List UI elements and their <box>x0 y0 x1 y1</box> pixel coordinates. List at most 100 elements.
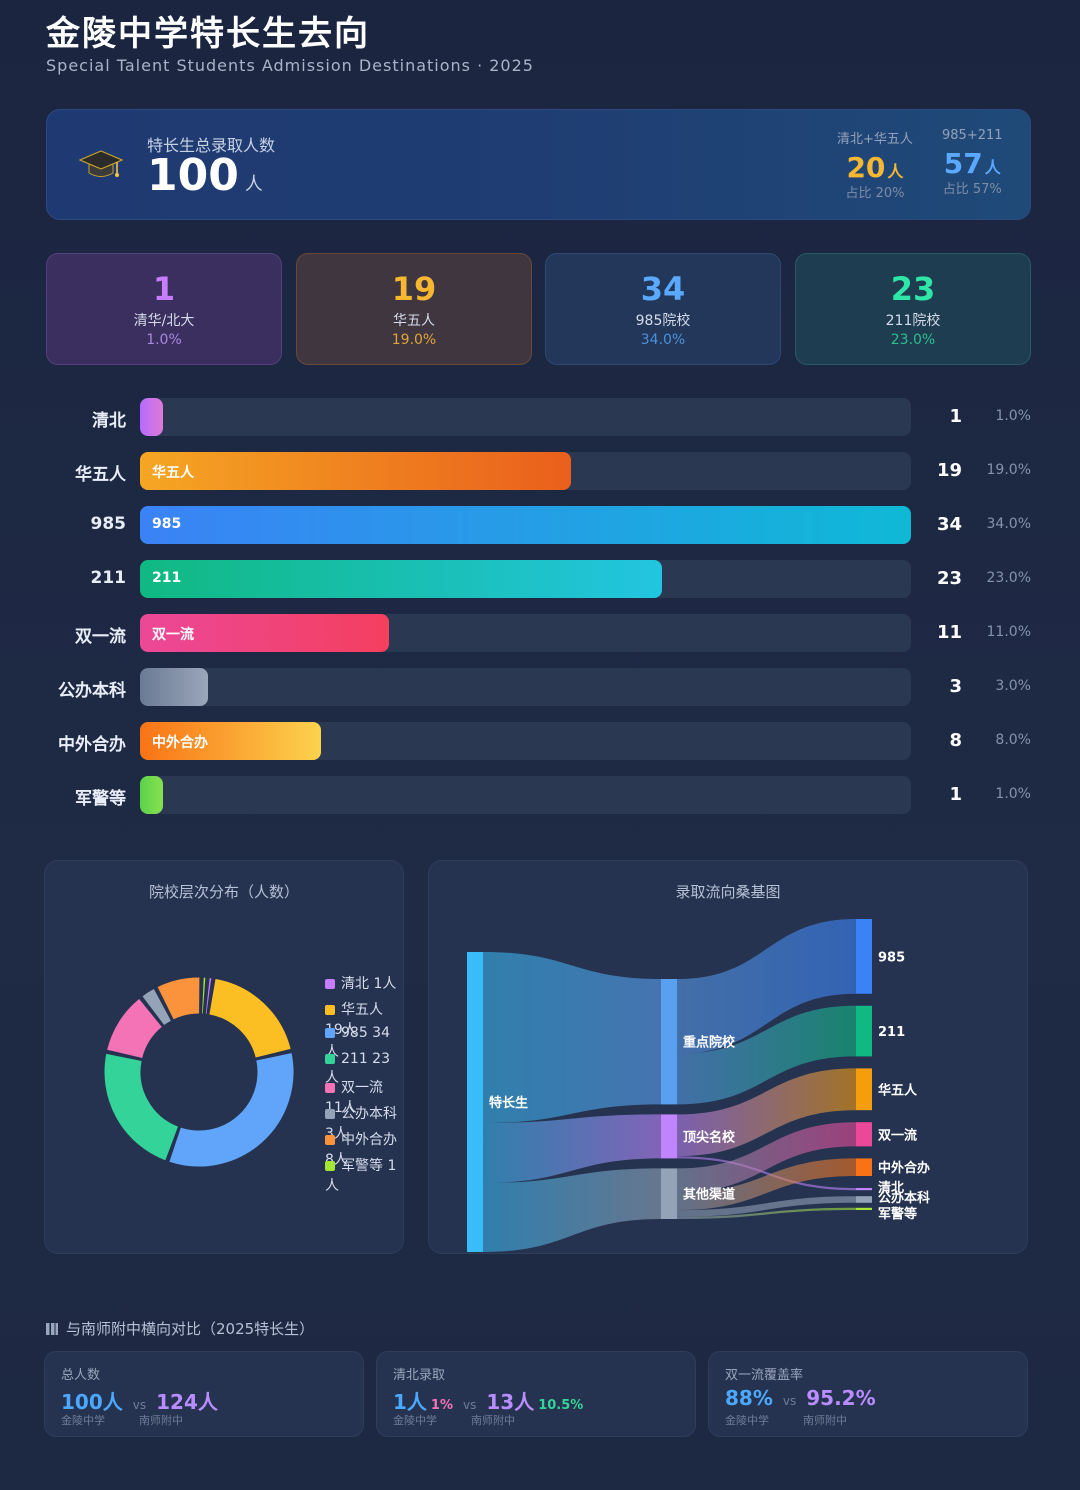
bar-category-label: 华五人 <box>75 465 126 485</box>
bar-value-label: 1 <box>949 406 962 427</box>
kpi-card: 19 华五人 19.0% <box>296 253 532 365</box>
kpi-label: 211院校 <box>885 313 941 329</box>
bar-track: 双一流 <box>140 614 911 652</box>
bar-category-label: 公办本科 <box>58 681 126 701</box>
sankey-link <box>483 1168 661 1252</box>
kpi-percent: 1.0% <box>146 332 182 348</box>
sankey-node <box>856 1158 872 1176</box>
bar <box>140 776 163 814</box>
bar-category-label: 中外合办 <box>58 735 126 755</box>
donut-slice <box>141 987 173 1027</box>
sankey-link <box>677 1196 856 1217</box>
bar-value-label: 23 <box>936 568 962 589</box>
total-admission-banner: 特长生总录取人数 100 人 清北+华五人 20 人 占比 20% 985+211 … <box>46 109 1031 220</box>
bar-track: 华五人 <box>140 452 911 490</box>
sankey-node <box>856 919 872 994</box>
comparison-values: 1人 1% vs 13人 10.5% <box>393 1390 584 1414</box>
graduation-cap-icon <box>79 150 123 177</box>
bar <box>140 398 163 436</box>
sankey-node-label: 985 <box>878 950 905 965</box>
kpi-card: 23 211院校 23.0% <box>795 253 1031 365</box>
bar-percent-label: 34.0% <box>986 516 1031 532</box>
sankey-link <box>677 1207 856 1219</box>
kpi-percent: 34.0% <box>640 332 686 348</box>
donut-slice <box>105 997 164 1060</box>
bar-value-label: 34 <box>936 514 962 535</box>
kpi-label: 清华/北大 <box>133 313 195 329</box>
comparison-school-names: 金陵中学 南师附中 <box>61 1414 183 1427</box>
comparison-label: 双一流覆盖率 <box>725 1368 804 1383</box>
legend-swatch <box>325 1135 335 1145</box>
sankey-node <box>856 1068 872 1111</box>
bar-value-label: 8 <box>949 730 962 751</box>
legend-swatch <box>325 1083 335 1093</box>
bar: 中外合办 <box>140 722 322 760</box>
donut-chart <box>103 976 295 1168</box>
bar: 华五人 <box>140 452 571 490</box>
stat-top-schools: 清北+华五人 20 人 占比 20% <box>837 128 913 201</box>
kpi-percent: 23.0% <box>890 332 936 348</box>
legend-swatch <box>325 1028 335 1038</box>
bar-inner-label: 双一流 <box>152 627 194 643</box>
bar-track <box>140 776 911 814</box>
sankey-node <box>661 1114 677 1159</box>
bar-value-label: 19 <box>936 460 962 481</box>
bar-track: 985 <box>140 506 911 544</box>
bar-percent-label: 8.0% <box>995 732 1031 748</box>
bar-percent-label: 1.0% <box>995 786 1031 802</box>
sankey-node <box>661 979 677 1105</box>
sankey-node <box>856 1122 872 1147</box>
bar-track <box>140 398 911 436</box>
bar-percent-label: 23.0% <box>986 570 1031 586</box>
bar: 211 <box>140 560 662 598</box>
bar <box>140 668 209 706</box>
comparison-label: 清北录取 <box>393 1368 446 1383</box>
stat-sub: 占比 57% <box>942 182 1002 197</box>
sankey-node-label: 军警等 <box>878 1206 917 1222</box>
donut-slice <box>168 1051 295 1168</box>
bar-value-label: 11 <box>936 622 962 643</box>
page-title: 金陵中学特长生去向 <box>46 14 370 54</box>
donut-slice <box>103 1052 180 1162</box>
sankey-link <box>677 1068 856 1157</box>
donut-legend-item: 211 23人 <box>325 1051 390 1086</box>
comparison-values: 100人 vs 124人 <box>61 1390 218 1414</box>
stat-label: 清北+华五人 <box>837 132 913 147</box>
bar-category-label: 双一流 <box>75 627 126 647</box>
bar-category-label: 211 <box>90 568 127 588</box>
legend-swatch <box>325 1109 335 1119</box>
sankey-node <box>856 1005 872 1057</box>
page-subtitle: Special Talent Students Admission Destin… <box>46 56 534 75</box>
sankey-node-label: 其他渠道 <box>683 1187 735 1203</box>
sankey-node-label: 双一流 <box>878 1127 917 1143</box>
kpi-percent: 19.0% <box>391 332 437 348</box>
bar-percent-label: 11.0% <box>986 624 1031 640</box>
donut-slice <box>208 977 292 1059</box>
total-label: 特长生总录取人数 <box>147 136 276 155</box>
bar-inner-label: 985 <box>152 516 182 532</box>
donut-legend-item: 中外合办 8人 <box>325 1132 397 1168</box>
stat-sub: 占比 20% <box>845 186 905 201</box>
comparison-school-names: 金陵中学 南师附中 <box>393 1414 515 1427</box>
donut-slice <box>204 976 213 1016</box>
bar-category-label: 清北 <box>92 411 126 431</box>
stat-value: 20 人 <box>846 151 904 184</box>
sankey-chart-panel: 录取流向桑基图 特长生 重点院校 顶尖名校 其他渠道 985 211 华五人 双一流 中外合办清… <box>428 860 1028 1254</box>
stat-label: 985+211 <box>942 128 1003 143</box>
bar-category-label: 985 <box>90 514 127 534</box>
bar-percent-label: 19.0% <box>986 462 1031 478</box>
bar-percent-label: 3.0% <box>995 678 1031 694</box>
bar-category-label: 军警等 <box>75 789 126 809</box>
donut-legend-item: 公办本科 3人 <box>325 1106 397 1142</box>
bar-inner-label: 华五人 <box>152 465 194 481</box>
stat-985-211: 985+211 57 人 占比 57% <box>942 128 1003 197</box>
sankey-node-label: 重点院校 <box>683 1035 736 1051</box>
comparison-title: 与南师附中横向对比（2025特长生） <box>46 1318 314 1339</box>
comparison-card: 清北录取 1人 1% vs 13人 10.5% 金陵中学 南师附中 <box>376 1351 696 1437</box>
total-value: 100 人 <box>147 150 263 201</box>
sankey-link <box>677 1005 856 1105</box>
sankey-link <box>677 919 856 1054</box>
kpi-label: 985院校 <box>635 313 691 329</box>
sankey-node-label: 特长生 <box>489 1095 528 1111</box>
